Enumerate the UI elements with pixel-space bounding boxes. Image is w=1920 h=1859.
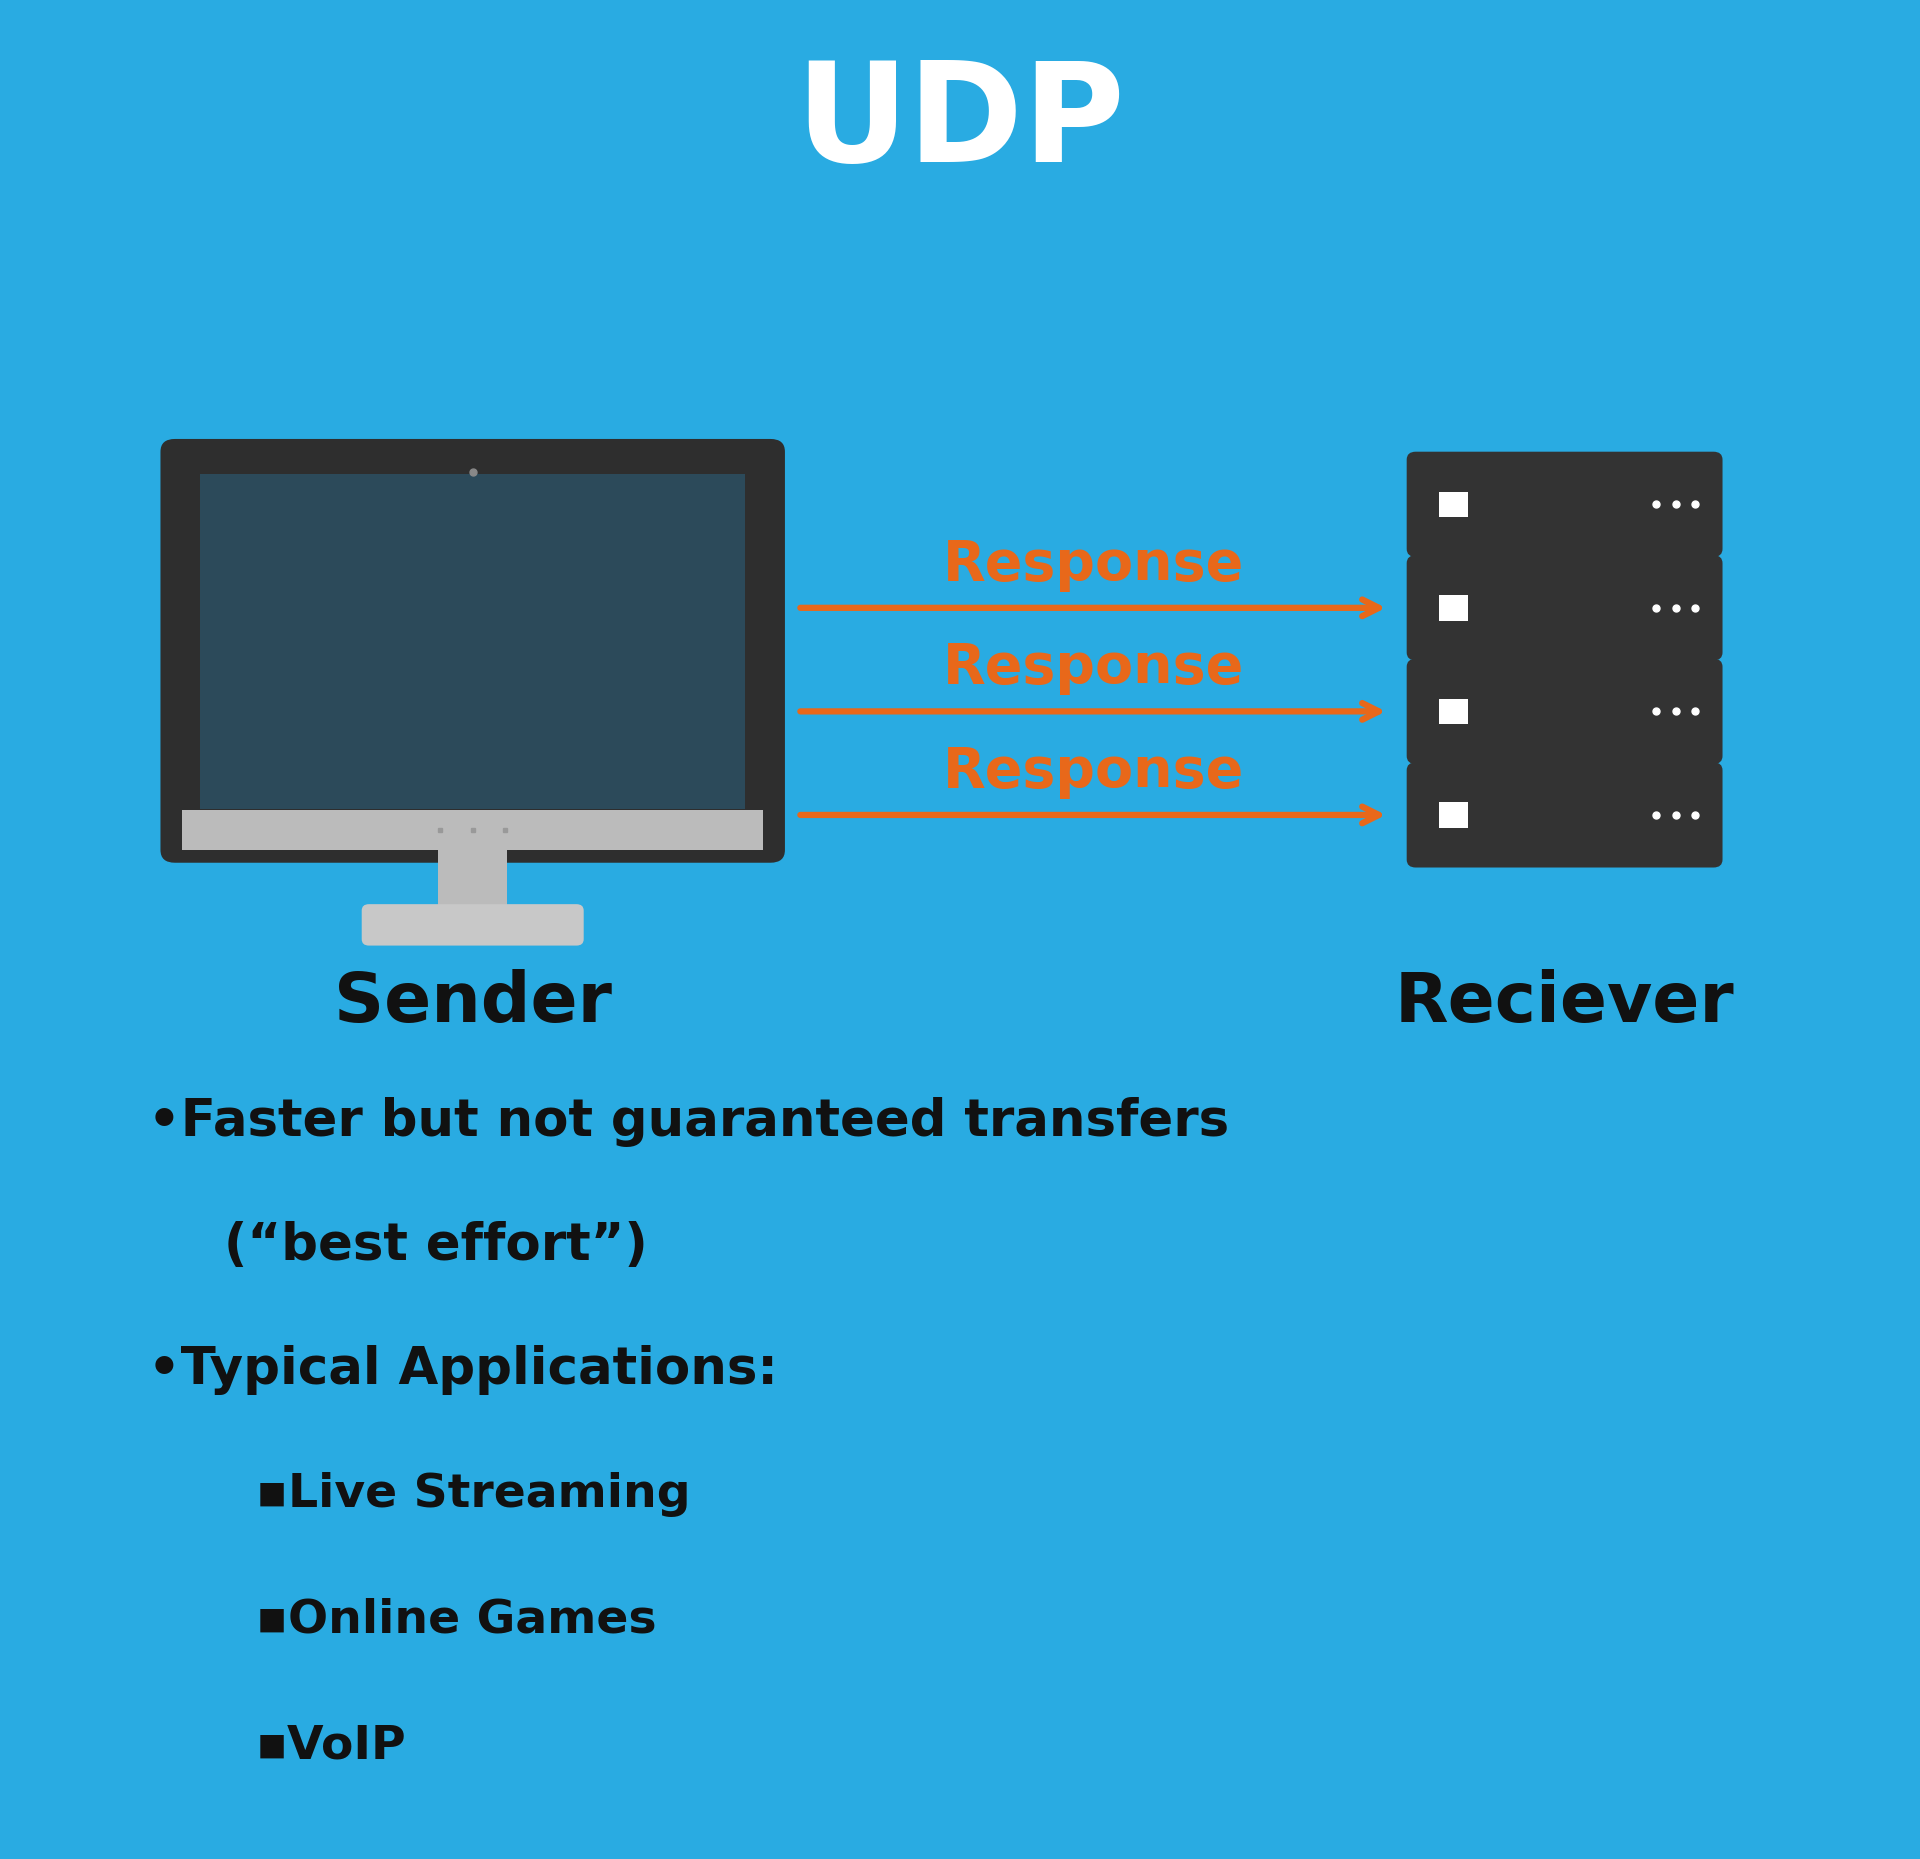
FancyBboxPatch shape [1407,658,1722,764]
Bar [1440,491,1469,517]
Text: ▪VoIP: ▪VoIP [255,1723,407,1770]
Bar [182,811,764,850]
Text: ▪Online Games: ▪Online Games [255,1599,657,1643]
Text: UDP: UDP [795,56,1125,191]
Bar [1440,595,1469,621]
FancyBboxPatch shape [361,903,584,946]
Text: ▪Live Streaming: ▪Live Streaming [255,1472,691,1517]
Text: Response: Response [943,641,1244,695]
FancyBboxPatch shape [1407,762,1722,868]
Bar [200,474,745,809]
FancyBboxPatch shape [1407,556,1722,660]
Bar [1440,699,1469,725]
Text: Response: Response [943,745,1244,799]
FancyBboxPatch shape [1407,452,1722,558]
Text: Response: Response [943,537,1244,591]
Text: •Typical Applications:: •Typical Applications: [148,1346,778,1396]
Text: Request: Request [964,435,1221,489]
Bar [438,850,507,916]
Text: (“best effort”): (“best effort”) [223,1221,647,1272]
FancyBboxPatch shape [161,439,785,863]
Text: •Faster but not guaranteed transfers: •Faster but not guaranteed transfers [148,1097,1229,1147]
Text: Reciever: Reciever [1394,970,1734,1037]
Bar [1440,803,1469,827]
Text: Sender: Sender [334,970,612,1037]
